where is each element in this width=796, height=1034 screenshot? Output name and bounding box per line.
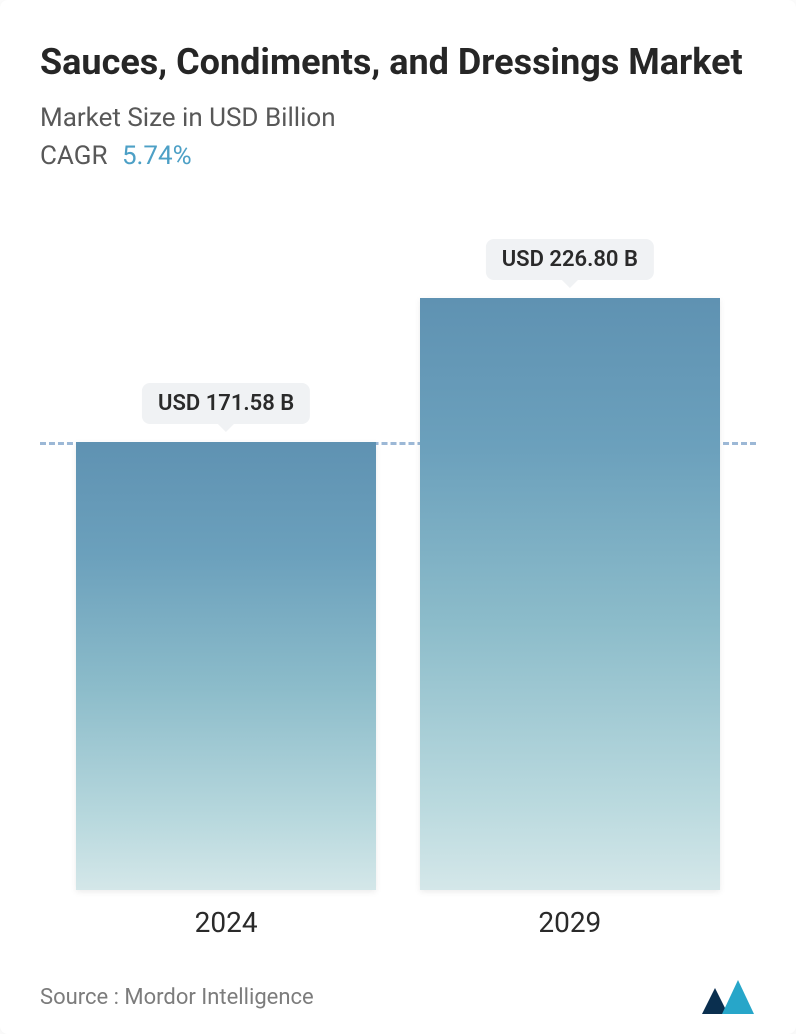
source-text: Source : Mordor Intelligence [40,985,314,1010]
brand-logo-icon [702,980,756,1014]
value-pill-2029: USD 226.80 B [486,239,654,280]
chart-subtitle: Market Size in USD Billion [40,103,756,133]
x-axis-labels: 2024 2029 [40,906,756,946]
chart-title: Sauces, Condiments, and Dressings Market [40,40,756,85]
plot-region: USD 171.58 B USD 226.80 B [40,211,756,890]
x-label-2024: 2024 [195,906,258,939]
bar-2024 [76,442,376,890]
cagr-value: 5.74% [122,141,192,171]
cagr-row: CAGR 5.74% [40,141,756,171]
x-label-2029: 2029 [538,906,601,939]
value-pill-2024: USD 171.58 B [142,383,310,424]
cagr-label: CAGR [40,141,107,171]
chart-card: Sauces, Condiments, and Dressings Market… [0,0,796,1034]
bar-2029 [420,298,720,890]
chart-footer: Source : Mordor Intelligence [40,970,756,1014]
chart-area: USD 171.58 B USD 226.80 B 2024 2029 [40,211,756,970]
